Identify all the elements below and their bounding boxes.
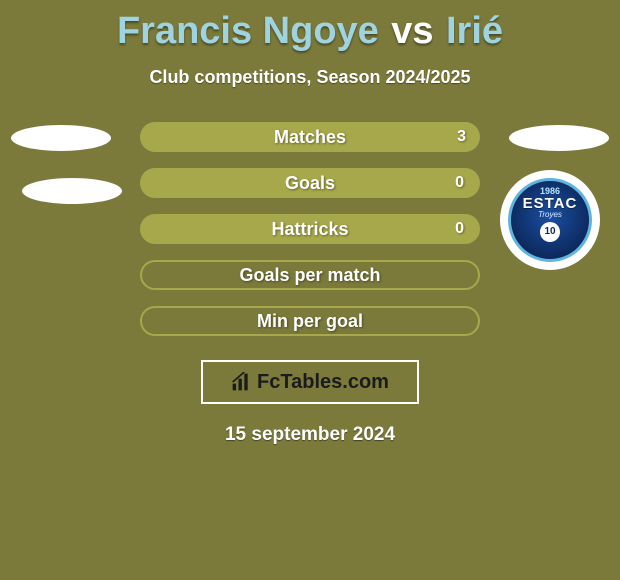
fctables-box: FcTables.com: [201, 360, 419, 404]
stat-row: Min per goal: [0, 306, 620, 336]
stat-label: Min per goal: [257, 311, 363, 332]
date: 15 september 2024: [0, 424, 620, 446]
decorative-ellipse: [509, 125, 609, 151]
stat-pill: Matches 3: [140, 122, 480, 152]
title-row: Francis Ngoye vs Irié: [0, 0, 620, 53]
badge-city: Troyes: [538, 210, 562, 219]
decorative-ellipse: [22, 178, 122, 204]
stat-pill: Goals 0: [140, 168, 480, 198]
badge-ball-number: 10: [540, 222, 560, 242]
bar-chart-icon: [231, 372, 251, 392]
stat-pill: Min per goal: [140, 306, 480, 336]
stat-label: Goals per match: [239, 265, 380, 286]
stat-value: 0: [455, 174, 464, 192]
stat-label: Matches: [274, 127, 346, 148]
title-vs: vs: [391, 10, 433, 53]
title-player2: Irié: [446, 10, 503, 53]
badge-year: 1986: [540, 186, 560, 196]
stat-value: 3: [457, 128, 466, 146]
badge-ball: 10: [540, 222, 560, 242]
decorative-ellipse: [11, 125, 111, 151]
title-player1: Francis Ngoye: [117, 10, 379, 53]
stat-label: Goals: [285, 173, 335, 194]
fctables-label: FcTables.com: [257, 371, 389, 394]
stat-label: Hattricks: [271, 219, 348, 240]
stat-value: 0: [455, 220, 464, 238]
club-badge-inner: 1986 ESTAC Troyes 10: [508, 178, 592, 262]
stat-pill: Goals per match: [140, 260, 480, 290]
club-badge: 1986 ESTAC Troyes 10: [500, 170, 600, 270]
stat-pill: Hattricks 0: [140, 214, 480, 244]
subtitle: Club competitions, Season 2024/2025: [0, 67, 620, 88]
